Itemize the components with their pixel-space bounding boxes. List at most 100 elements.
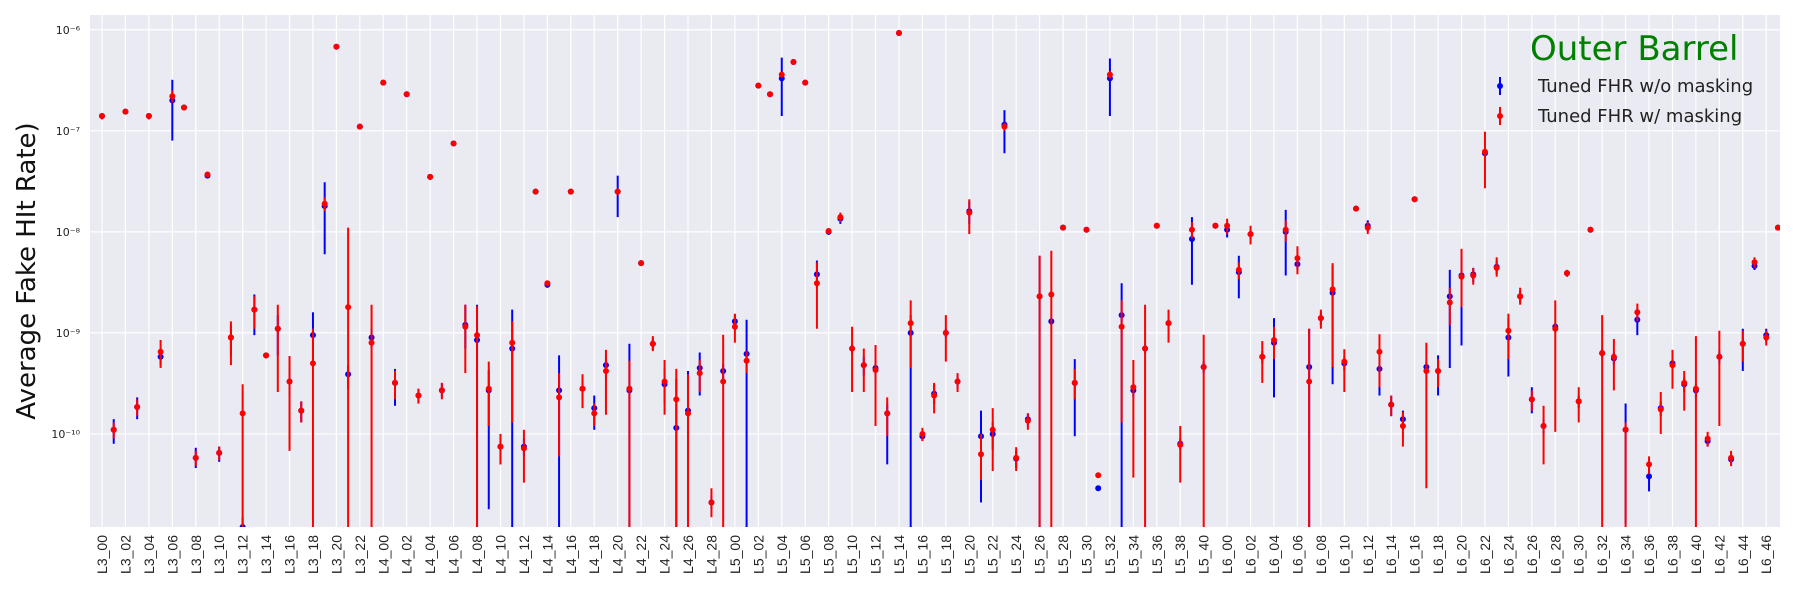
x-tick-label: L5_34	[1125, 535, 1141, 574]
x-tick-label: L5_30	[1078, 535, 1094, 574]
data-point	[1692, 385, 1699, 392]
data-point	[849, 345, 856, 352]
data-point	[368, 339, 375, 346]
x-tick-label: L3_12	[235, 535, 251, 574]
data-point	[1493, 264, 1500, 271]
data-point	[427, 173, 434, 180]
data-point	[755, 82, 762, 89]
data-point	[778, 71, 785, 78]
data-series	[99, 29, 1780, 527]
x-tick-label: L5_12	[868, 535, 884, 574]
series-with-masking	[99, 29, 1780, 527]
x-tick-label: L4_14	[539, 535, 555, 574]
data-point	[989, 426, 996, 433]
data-point	[1071, 379, 1078, 386]
x-tick-label: L4_24	[657, 535, 673, 574]
data-point	[1610, 353, 1617, 360]
data-point	[720, 378, 727, 385]
data-point	[356, 123, 363, 130]
x-tick-label: L6_04	[1266, 535, 1282, 574]
data-point	[1657, 406, 1664, 413]
x-tick-label: L4_12	[516, 535, 532, 574]
y-tick-label: 10⁻¹⁰	[51, 428, 80, 441]
chart-title: Outer Barrel	[1530, 29, 1738, 69]
data-point	[1481, 148, 1488, 155]
legend-label-with-masking: Tuned FHR w/ masking	[1537, 106, 1742, 127]
data-point	[556, 394, 563, 401]
data-point	[1024, 417, 1031, 424]
data-point	[497, 443, 504, 450]
data-point	[837, 214, 844, 221]
x-tick-label: L5_04	[774, 535, 790, 574]
data-point	[1036, 293, 1043, 300]
data-point	[1353, 205, 1360, 212]
x-tick-label: L6_44	[1735, 535, 1751, 574]
data-point	[1634, 309, 1641, 316]
data-point	[1235, 266, 1242, 273]
data-point	[1704, 435, 1711, 442]
data-point	[1739, 340, 1746, 347]
data-point	[286, 378, 293, 385]
x-tick-label: L5_08	[821, 535, 837, 574]
x-tick-label: L6_22	[1477, 535, 1493, 574]
data-point	[333, 43, 340, 50]
data-point	[1751, 259, 1758, 266]
x-tick-label: L3_06	[164, 535, 180, 574]
data-point	[485, 385, 492, 392]
data-point	[1177, 441, 1184, 448]
data-point	[181, 104, 188, 111]
data-point	[1165, 320, 1172, 327]
x-tick-label: L4_04	[422, 535, 438, 574]
data-point	[251, 306, 258, 313]
x-tick-label: L6_00	[1219, 535, 1235, 574]
x-tick-label: L4_16	[563, 535, 579, 574]
data-point	[1728, 454, 1735, 461]
data-point	[602, 367, 609, 374]
data-point	[192, 454, 199, 461]
data-point	[450, 140, 457, 147]
x-tick-label: L6_38	[1664, 535, 1680, 574]
data-point	[919, 430, 926, 437]
data-point	[767, 91, 774, 98]
x-tick-label: L6_28	[1547, 535, 1563, 574]
x-tick-label: L5_22	[985, 535, 1001, 574]
data-point	[239, 410, 246, 417]
y-axis: 10⁻¹⁰ 10⁻⁹ 10⁻⁸ 10⁻⁷ 10⁻⁶	[51, 24, 80, 441]
data-point	[1388, 401, 1395, 408]
x-tick-label: L5_24	[1008, 535, 1024, 574]
legend-marker-without-masking	[1497, 83, 1503, 89]
plot-area	[90, 15, 1780, 527]
y-axis-label: Average Fake HIt Rate)	[12, 122, 42, 419]
data-point	[638, 260, 645, 267]
x-tick-label: L3_20	[328, 535, 344, 574]
data-point	[1458, 273, 1465, 280]
data-point	[884, 410, 891, 417]
data-point	[122, 108, 129, 115]
data-point	[895, 29, 902, 36]
data-point	[1341, 358, 1348, 365]
data-point	[345, 304, 352, 311]
data-point	[1564, 270, 1570, 277]
x-tick-label: L4_28	[703, 535, 719, 574]
data-point	[1470, 272, 1477, 279]
data-point	[1364, 224, 1371, 231]
data-point	[1282, 226, 1289, 233]
x-tick-label: L4_00	[375, 535, 391, 574]
x-tick-label: L6_16	[1407, 535, 1423, 574]
data-point	[1142, 345, 1149, 352]
data-point	[649, 340, 656, 347]
x-tick-label: L5_10	[844, 535, 860, 574]
data-point	[1763, 334, 1770, 341]
x-tick-label: L6_36	[1641, 535, 1657, 574]
data-point	[614, 188, 621, 195]
x-tick-label: L6_34	[1618, 535, 1634, 574]
y-tick-label: 10⁻⁹	[56, 327, 80, 340]
x-tick-label: L5_16	[914, 535, 930, 574]
y-tick-label: 10⁻⁶	[56, 24, 81, 37]
data-point	[99, 113, 105, 120]
x-tick-label: L3_16	[282, 535, 298, 574]
data-point	[790, 58, 797, 65]
x-tick-label: L6_40	[1688, 535, 1704, 574]
data-point	[1259, 353, 1266, 360]
data-point	[1587, 226, 1594, 233]
